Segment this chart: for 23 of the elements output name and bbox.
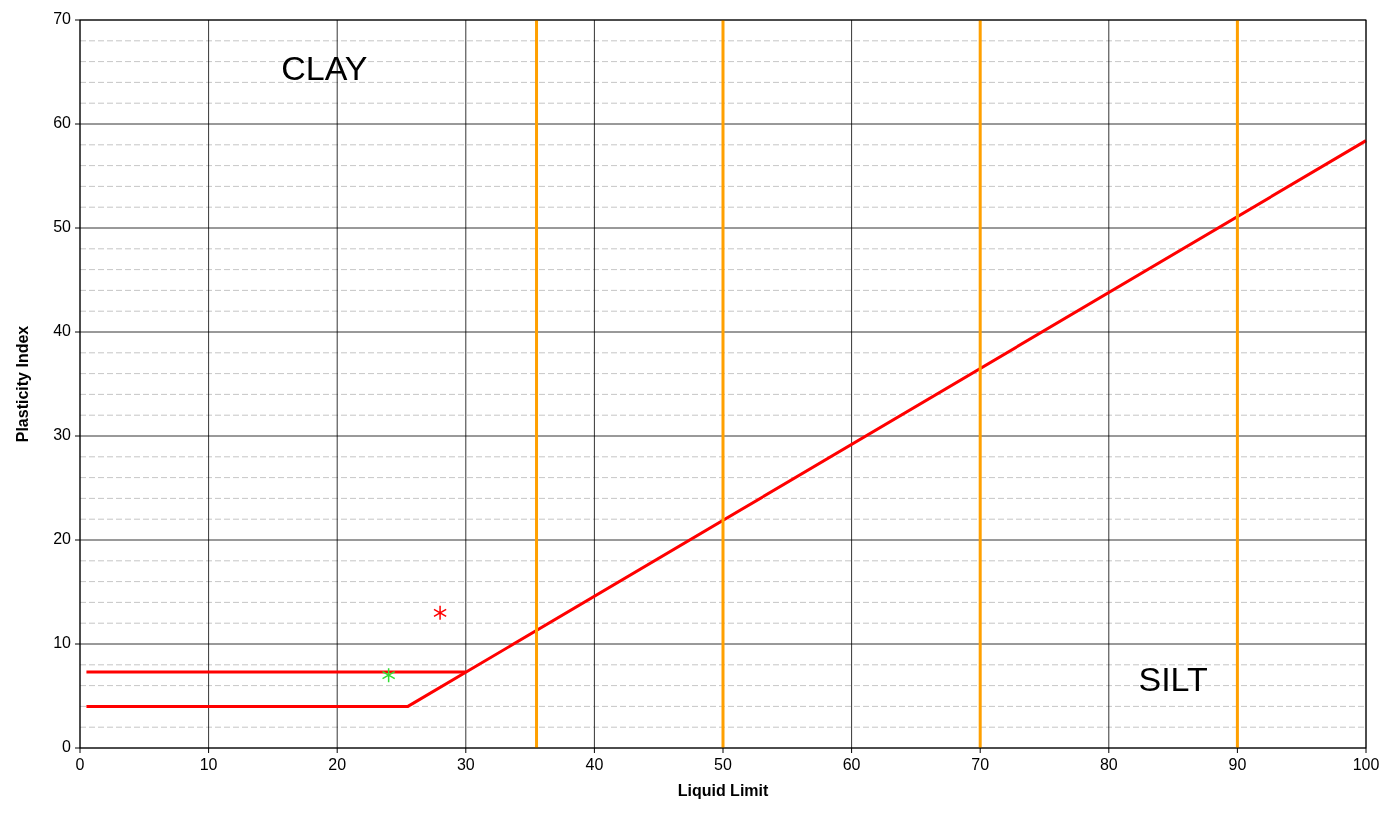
- y-tick-label: 10: [53, 634, 72, 652]
- y-tick-label: 60: [53, 114, 72, 132]
- y-tick-label: 40: [53, 322, 72, 340]
- x-tick-label: 100: [1352, 756, 1380, 773]
- x-tick-label: 10: [199, 756, 218, 773]
- y-axis-title: Plasticity Index: [14, 325, 31, 443]
- x-tick-label: 70: [971, 756, 990, 773]
- x-tick-label: 90: [1228, 756, 1247, 773]
- x-axis-title: Liquid Limit: [677, 782, 769, 799]
- x-tick-label: 50: [714, 756, 732, 773]
- x-tick-label: 20: [328, 756, 347, 773]
- y-tick-label: 70: [53, 10, 72, 28]
- annotation: CLAY: [281, 48, 368, 87]
- x-tick-label: 40: [585, 756, 604, 773]
- x-tick-label: 60: [842, 756, 861, 773]
- y-tick-label: 0: [62, 738, 72, 756]
- y-tick-label: 20: [53, 530, 72, 548]
- annotation: SILT: [1138, 660, 1208, 699]
- x-tick-label: 30: [456, 756, 475, 773]
- y-tick-label: 50: [53, 218, 72, 236]
- x-tick-label: 0: [75, 756, 85, 773]
- y-tick-label: 30: [53, 426, 72, 444]
- x-tick-label: 80: [1099, 756, 1118, 773]
